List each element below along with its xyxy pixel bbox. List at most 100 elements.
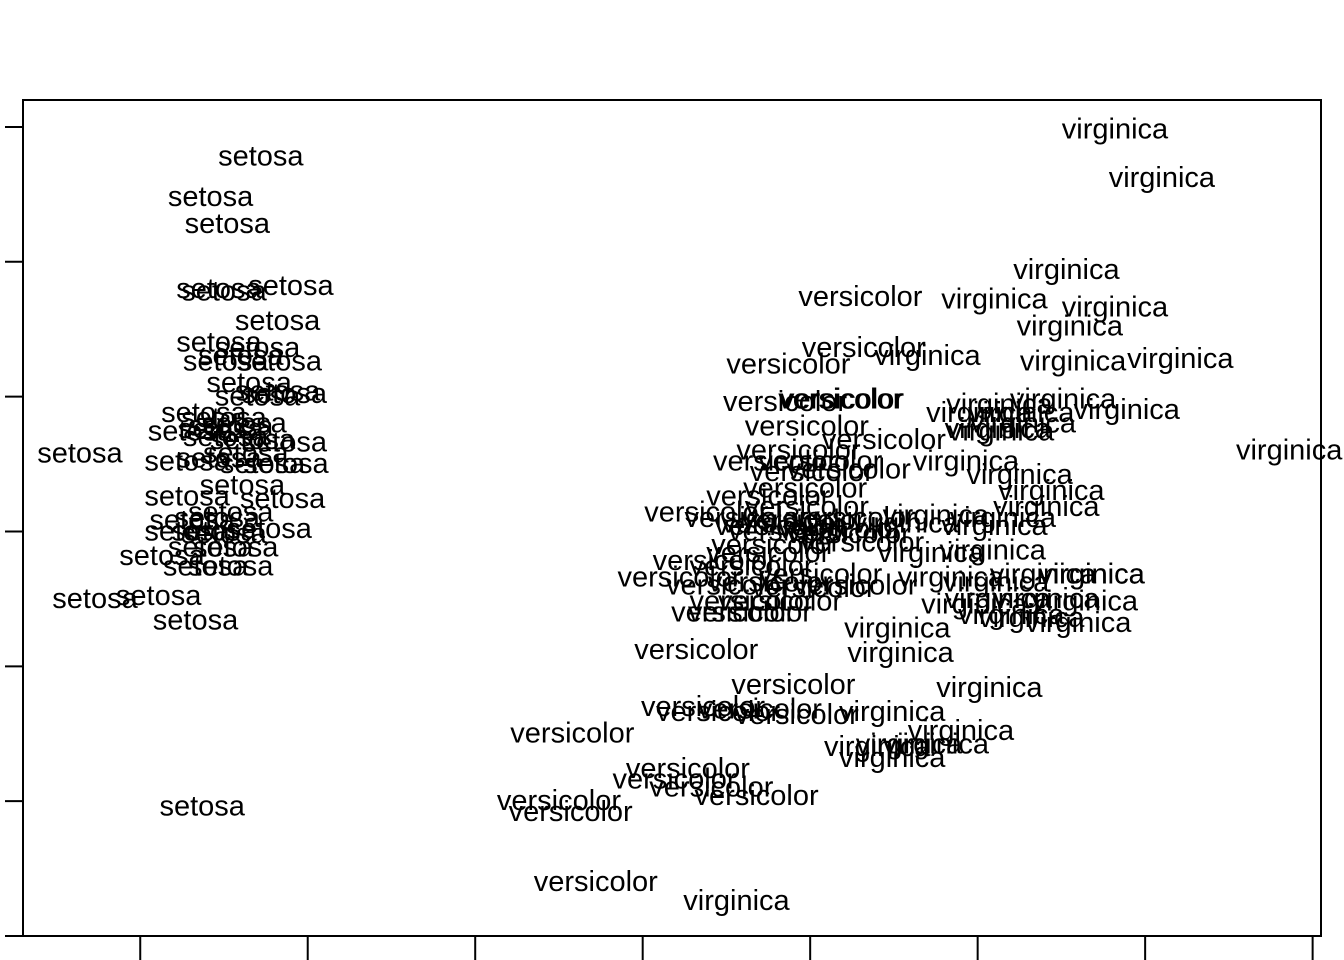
- point-label-virginica: virginica: [1020, 346, 1127, 378]
- point-label-setosa: setosa: [181, 275, 267, 307]
- point-label-setosa: setosa: [242, 378, 328, 410]
- point-label-virginica: virginica: [946, 389, 1053, 421]
- point-label-versicolor: versicolor: [698, 693, 822, 725]
- point-label-versicolor: versicolor: [731, 669, 855, 701]
- point-label-versicolor: versicolor: [634, 634, 758, 666]
- point-label-versicolor: versicolor: [726, 348, 850, 380]
- point-label-setosa: setosa: [116, 580, 202, 612]
- point-label-virginica: virginica: [945, 583, 1052, 615]
- point-label-virginica: virginica: [945, 413, 1052, 445]
- point-label-virginica: virginica: [941, 510, 1048, 542]
- point-label-virginica: virginica: [898, 561, 1005, 593]
- point-label-virginica: virginica: [1074, 394, 1181, 426]
- point-label-versicolor: versicolor: [715, 510, 839, 542]
- point-label-virginica: virginica: [1127, 343, 1234, 375]
- point-label-virginica: virginica: [1109, 162, 1216, 194]
- point-label-virginica: virginica: [824, 731, 931, 763]
- point-label-versicolor: versicolor: [745, 410, 869, 442]
- point-label-versicolor: versicolor: [671, 596, 795, 628]
- point-label-setosa: setosa: [235, 305, 321, 337]
- point-label-versicolor: versicolor: [708, 567, 832, 599]
- point-label-virginica: virginica: [948, 416, 1055, 448]
- point-label-versicolor: versicolor: [510, 718, 634, 750]
- point-label-virginica: virginica: [940, 534, 1047, 566]
- point-label-setosa: setosa: [168, 532, 254, 564]
- point-label-versicolor: versicolor: [750, 456, 874, 488]
- point-label-versicolor: versicolor: [711, 529, 835, 561]
- point-label-setosa: setosa: [242, 426, 328, 458]
- point-label-versicolor: versicolor: [690, 551, 814, 583]
- point-label-setosa: setosa: [215, 332, 301, 364]
- point-label-versicolor: versicolor: [509, 796, 633, 828]
- point-label-versicolor: versicolor: [741, 505, 865, 537]
- point-label-versicolor: versicolor: [497, 785, 621, 817]
- point-label-setosa: setosa: [188, 410, 274, 442]
- point-label-versicolor: versicolor: [736, 435, 860, 467]
- point-label-virginica: virginica: [1032, 586, 1139, 618]
- point-label-setosa: setosa: [176, 443, 262, 475]
- point-label-versicolor: versicolor: [778, 383, 902, 415]
- point-label-setosa: setosa: [144, 445, 230, 477]
- point-label-virginica: virginica: [1013, 254, 1120, 286]
- point-label-versicolor: versicolor: [718, 586, 842, 618]
- x-axis: [139, 936, 1314, 960]
- point-label-virginica: virginica: [839, 742, 946, 774]
- point-label-setosa: setosa: [226, 513, 312, 545]
- point-label-setosa: setosa: [168, 181, 254, 213]
- y-axis: [5, 125, 23, 937]
- point-label-virginica: virginica: [1236, 435, 1343, 467]
- point-label-virginica: virginica: [1010, 383, 1117, 415]
- point-label-virginica: virginica: [683, 885, 790, 917]
- point-label-setosa: setosa: [215, 381, 301, 413]
- point-label-setosa: setosa: [248, 270, 334, 302]
- point-label-setosa: setosa: [188, 551, 274, 583]
- point-label-virginica: virginica: [874, 340, 981, 372]
- point-label-setosa: setosa: [210, 424, 296, 456]
- point-label-versicolor: versicolor: [723, 386, 847, 418]
- point-label-versicolor: versicolor: [641, 691, 765, 723]
- point-label-versicolor: versicolor: [626, 753, 750, 785]
- point-label-versicolor: versicolor: [758, 445, 882, 477]
- point-label-versicolor: versicolor: [690, 586, 814, 618]
- point-label-versicolor: versicolor: [612, 764, 736, 796]
- point-label-virginica: virginica: [1038, 559, 1145, 591]
- point-label-versicolor: versicolor: [778, 513, 902, 545]
- point-label-setosa: setosa: [161, 397, 247, 429]
- point-label-versicolor: versicolor: [743, 472, 867, 504]
- point-label-setosa: setosa: [235, 375, 321, 407]
- point-label-versicolor: versicolor: [793, 569, 917, 601]
- point-label-versicolor: versicolor: [792, 502, 916, 534]
- point-label-virginica: virginica: [908, 715, 1015, 747]
- point-label-setosa: setosa: [203, 437, 289, 469]
- point-label-setosa: setosa: [175, 502, 261, 534]
- point-label-virginica: virginica: [913, 445, 1020, 477]
- point-label-virginica: virginica: [856, 729, 963, 761]
- point-label-setosa: setosa: [240, 483, 326, 515]
- point-label-setosa: setosa: [163, 551, 249, 583]
- point-label-versicolor: versicolor: [653, 545, 777, 577]
- point-label-versicolor: versicolor: [751, 572, 875, 604]
- point-label-virginica: virginica: [943, 567, 1050, 599]
- point-label-versicolor: versicolor: [800, 526, 924, 558]
- point-label-versicolor: versicolor: [787, 453, 911, 485]
- point-label-setosa: setosa: [198, 340, 284, 372]
- point-label-setosa: setosa: [178, 413, 264, 445]
- point-label-setosa: setosa: [193, 532, 279, 564]
- point-label-versicolor: versicolor: [684, 502, 808, 534]
- point-label-setosa: setosa: [200, 470, 286, 502]
- point-label-virginica: virginica: [998, 475, 1105, 507]
- point-label-versicolor: versicolor: [822, 424, 946, 456]
- point-label-versicolor: versicolor: [656, 696, 780, 728]
- point-label-versicolor: versicolor: [735, 699, 859, 731]
- point-label-setosa: setosa: [37, 437, 123, 469]
- point-label-setosa: setosa: [149, 505, 235, 537]
- point-label-virginica: virginica: [993, 491, 1100, 523]
- point-label-setosa: setosa: [183, 346, 269, 378]
- point-label-setosa: setosa: [153, 604, 239, 636]
- point-label-virginica: virginica: [993, 583, 1100, 615]
- point-label-setosa: setosa: [159, 791, 245, 823]
- point-label-setosa: setosa: [119, 540, 205, 572]
- point-label-setosa: setosa: [181, 518, 267, 550]
- point-label-virginica: virginica: [950, 502, 1057, 534]
- point-label-virginica: virginica: [1062, 292, 1169, 324]
